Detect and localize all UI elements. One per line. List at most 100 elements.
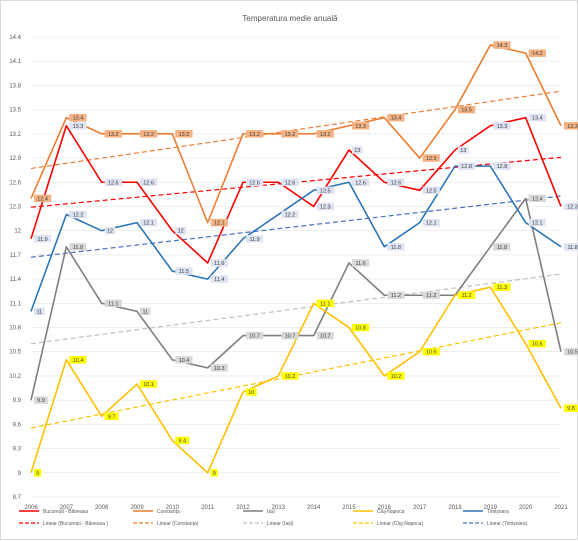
data-label-text: 10.7 [249,334,260,340]
data-label-bg [528,113,546,122]
x-tick-label: 2010 [166,505,180,511]
data-label-text: 12.1 [532,221,543,227]
data-label-bg [528,339,546,348]
data-label: 13.3 [69,122,87,130]
data-label-text: 14.2 [532,51,543,57]
data-label-bg [493,162,511,170]
data-label-bg [34,469,42,477]
data-label: 13.4 [528,113,546,122]
data-label-text: 13.3 [497,124,508,130]
legend: București - Băneasa Constanța Iași Cluj-Nap… [19,509,528,527]
data-label: 14.2 [528,49,546,57]
data-label-text: 10.8 [355,326,366,332]
data-label-text: 10.2 [391,374,402,380]
data-label-bg [210,364,228,372]
y-tick-label: 12.6 [9,180,21,186]
x-tick-label: 2021 [554,505,568,511]
data-label-text: 13.5 [461,108,472,114]
series-line [30,116,562,264]
data-label-bg [422,186,440,195]
trendline [30,195,562,258]
data-label: 13.2 [316,130,334,138]
x-tick-label: 2006 [24,505,38,511]
data-label: 10.2 [281,372,299,380]
data-label-text: 10 [248,390,254,396]
data-label: 11.3 [493,283,511,291]
data-label-text: 13.2 [285,132,296,138]
data-label-bg [104,299,122,308]
data-label-bg [281,372,299,380]
data-label: 13.2 [246,130,264,138]
data-label: 12 [104,226,116,235]
data-label-text: 11.6 [214,261,224,267]
data-label-bg [104,178,122,187]
data-label-bg [493,283,511,291]
data-label-text: 9 [213,471,216,477]
data-label: 12.5 [316,186,334,194]
data-label: 10.5 [422,347,440,356]
data-label-text: 11.9 [249,237,259,243]
data-label-bg [69,356,87,364]
data-label-text: 12.6 [143,180,154,186]
data-label-text: 9.8 [567,406,575,412]
data-label: 13 [458,146,469,154]
x-tick-label: 2016 [378,505,392,511]
data-label-text: 14.3 [497,43,508,49]
data-label-text: 10.2 [285,374,296,380]
data-label-text: 11.5 [179,269,189,275]
data-label-bg [246,331,264,340]
data-label-bg [387,291,405,299]
data-label-text: 11 [36,309,42,315]
data-label-text: 12 [107,229,113,235]
data-label: 12 [175,226,186,235]
legend-label: Linear (Iași) [267,521,294,527]
data-label: 11 [140,307,151,315]
data-label-text: 11.2 [426,293,436,299]
data-label: 11.8 [493,243,511,251]
data-label-bg [458,105,476,114]
data-label: 13.2 [281,130,299,138]
data-label-bg [246,388,257,396]
data-label: 11.8 [69,243,87,251]
data-label-bg [140,130,158,138]
data-label: 12.2 [69,210,87,219]
data-label: 10.4 [175,356,193,364]
y-tick-label: 11.4 [10,277,22,283]
data-label-text: 11.1 [108,301,118,307]
chart-title: Temperatura medie anuală [242,14,338,23]
data-label: 9 [34,469,42,477]
data-label: 9.4 [175,436,190,445]
data-label-text: 12.1 [426,221,437,227]
data-label: 13.4 [69,113,87,122]
data-label-text: 11 [142,309,148,315]
data-label-bg [564,243,578,251]
data-label-text: 13.3 [567,124,578,130]
data-label-text: 13.3 [73,124,84,130]
data-label: 12.3 [316,202,334,211]
trendline [30,90,562,170]
y-tick-label: 11.1 [10,301,22,307]
y-tick-label: 13.5 [9,108,21,114]
data-label: 10.4 [69,356,87,364]
data-label-bg [316,130,334,138]
data-label: 11.2 [458,291,476,299]
x-tick-label: 2017 [413,505,427,511]
data-label-bg [564,202,578,211]
data-label-text: 12.1 [214,221,225,227]
data-label-bg [210,275,228,283]
data-label: 12.1 [140,218,158,227]
data-label: 9.9 [34,396,48,404]
data-label: 11.2 [387,291,405,299]
y-tick-label: 13.8 [9,83,21,89]
series-lines [30,44,562,474]
data-label-bg [564,404,578,412]
y-tick-label: 9.6 [13,422,22,428]
data-label-bg [316,202,334,211]
data-label-text: 12.1 [143,221,154,227]
data-label: 12.1 [210,218,228,227]
data-label-text: 10.5 [567,350,578,356]
data-label: 11.4 [210,275,228,283]
x-tick-label: 2015 [342,505,356,511]
data-label: 10.5 [564,347,578,356]
data-label-text: 11.8 [497,245,507,251]
